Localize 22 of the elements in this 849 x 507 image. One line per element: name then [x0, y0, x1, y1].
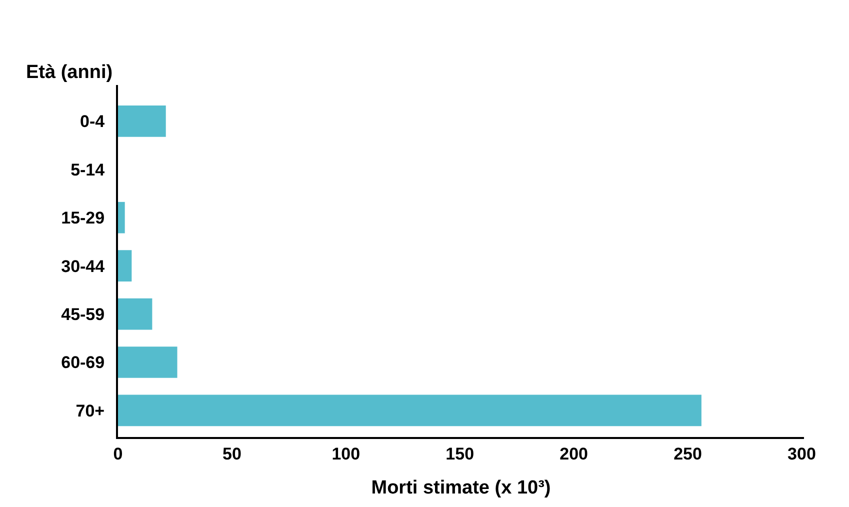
bar — [118, 394, 702, 426]
y-tick-label: 15-29 — [61, 208, 105, 228]
y-tick-label: 5-14 — [70, 160, 106, 180]
y-tick-label: 60-69 — [61, 353, 105, 372]
bar — [118, 105, 166, 137]
x-tick-label: 250 — [674, 444, 702, 464]
x-tick-label: 300 — [788, 444, 816, 464]
bar — [118, 250, 132, 282]
y-axis-title: Età (anni) — [26, 62, 113, 83]
bar — [118, 298, 152, 330]
y-tick-label: 30-44 — [61, 256, 106, 276]
y-tick-label: 70+ — [76, 401, 105, 420]
x-tick-label: 200 — [560, 444, 588, 464]
bar — [118, 346, 178, 378]
x-tick-label: 150 — [446, 444, 474, 464]
x-axis-title: Morti stimate (x 10³) — [371, 478, 551, 499]
x-tick-label: 100 — [332, 444, 360, 464]
y-tick-label: 45-59 — [61, 304, 105, 324]
x-tick-label: 50 — [222, 444, 242, 464]
x-tick-label: 0 — [113, 444, 123, 464]
bar — [118, 202, 125, 234]
y-tick-label: 0-4 — [80, 112, 106, 132]
